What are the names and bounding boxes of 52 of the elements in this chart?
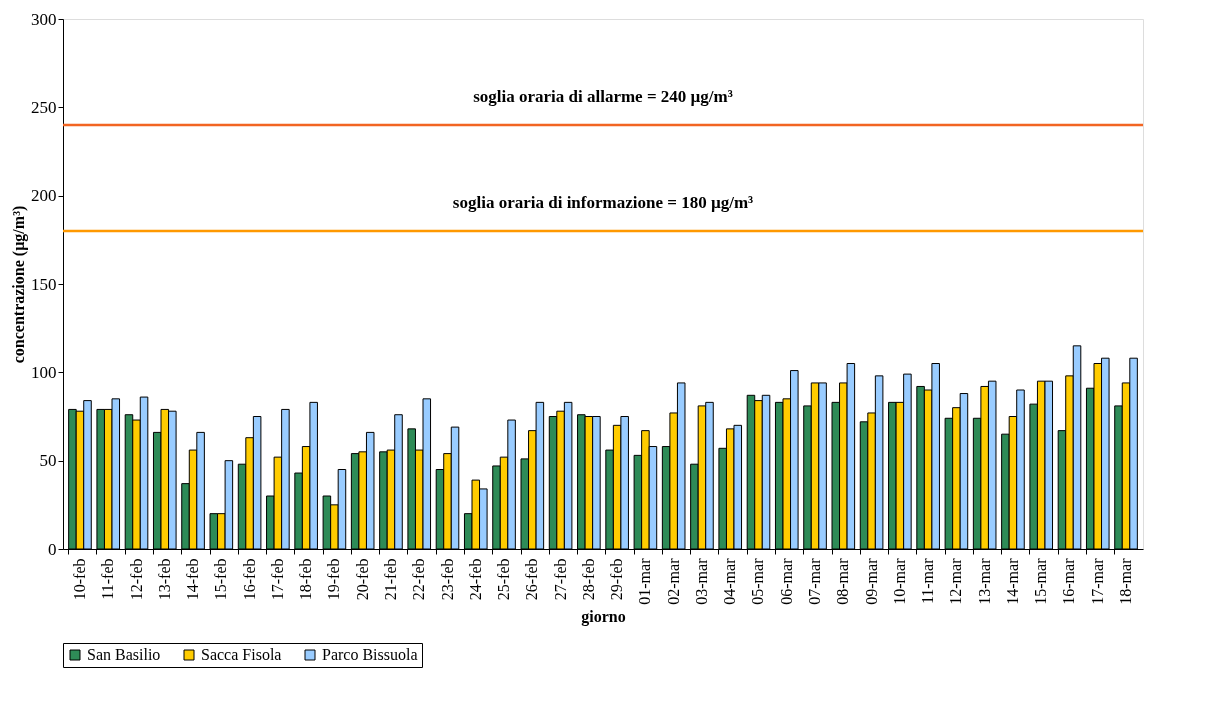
x-tick-label: 19-feb: [325, 558, 343, 601]
x-tick-label: 10-mar: [890, 557, 908, 605]
x-tick-label: 16-feb: [240, 558, 258, 601]
x-tick-label: 15-feb: [212, 558, 230, 601]
x-tick-label: 18-mar: [1117, 557, 1135, 605]
x-tick-label: 27-feb: [551, 558, 569, 601]
ref-line-label: soglia oraria di allarme = 240 µg/m³: [473, 87, 733, 106]
x-tick-label: 10-feb: [70, 558, 88, 601]
x-tick-label: 15-mar: [1032, 557, 1050, 605]
y-tick-label: 250: [31, 97, 57, 117]
x-tick-label: 14-mar: [1003, 557, 1021, 605]
x-tick-label: 02-mar: [664, 557, 682, 605]
x-tick-label: 28-feb: [579, 558, 597, 601]
x-tick-label: 06-mar: [777, 557, 795, 605]
x-axis-title: giorno: [581, 607, 626, 626]
y-tick-label: 150: [31, 274, 57, 294]
y-axis-title: concentrazione (µg/m³): [10, 205, 28, 364]
x-tick-label: 09-mar: [862, 557, 880, 605]
x-tick-label: 23-feb: [438, 558, 456, 601]
y-tick-label: 300: [31, 9, 57, 29]
legend-label: San Basilio: [87, 646, 161, 663]
x-tick-label: 07-mar: [806, 557, 824, 605]
y-tick-label: 200: [31, 186, 57, 206]
x-tick-label: 12-feb: [127, 558, 145, 601]
x-tick-label: 29-feb: [608, 558, 626, 601]
x-tick-label: 25-feb: [495, 558, 513, 601]
x-tick-label: 01-mar: [636, 557, 654, 605]
x-tick-label: 08-mar: [834, 557, 852, 605]
x-tick-label: 12-mar: [947, 557, 965, 605]
x-tick-label: 11-mar: [919, 557, 937, 605]
y-tick-label: 100: [31, 362, 57, 382]
x-tick-label: 20-feb: [353, 558, 371, 601]
y-tick-label: 50: [39, 451, 57, 471]
x-tick-label: 21-feb: [381, 558, 399, 601]
y-tick-label: 0: [48, 539, 57, 559]
x-tick-label: 22-feb: [410, 558, 428, 601]
x-tick-label: 13-feb: [155, 558, 173, 601]
x-tick-label: 26-feb: [523, 558, 541, 601]
legend-label: Parco Bissuola: [322, 646, 418, 663]
x-tick-label: 11-feb: [99, 558, 117, 600]
x-tick-label: 16-mar: [1060, 557, 1078, 605]
x-tick-label: 13-mar: [975, 557, 993, 605]
legend-label: Sacca Fisola: [201, 646, 282, 663]
x-tick-label: 14-feb: [184, 558, 202, 601]
x-tick-label: 24-feb: [466, 558, 484, 601]
x-tick-label: 03-mar: [692, 557, 710, 605]
x-tick-label: 18-feb: [297, 558, 315, 601]
x-tick-label: 05-mar: [749, 557, 767, 605]
x-tick-label: 17-mar: [1088, 557, 1106, 605]
x-tick-label: 17-feb: [268, 558, 286, 601]
x-tick-label: 04-mar: [721, 557, 739, 605]
ref-line-label: soglia oraria di informazione = 180 µg/m³: [452, 193, 754, 212]
